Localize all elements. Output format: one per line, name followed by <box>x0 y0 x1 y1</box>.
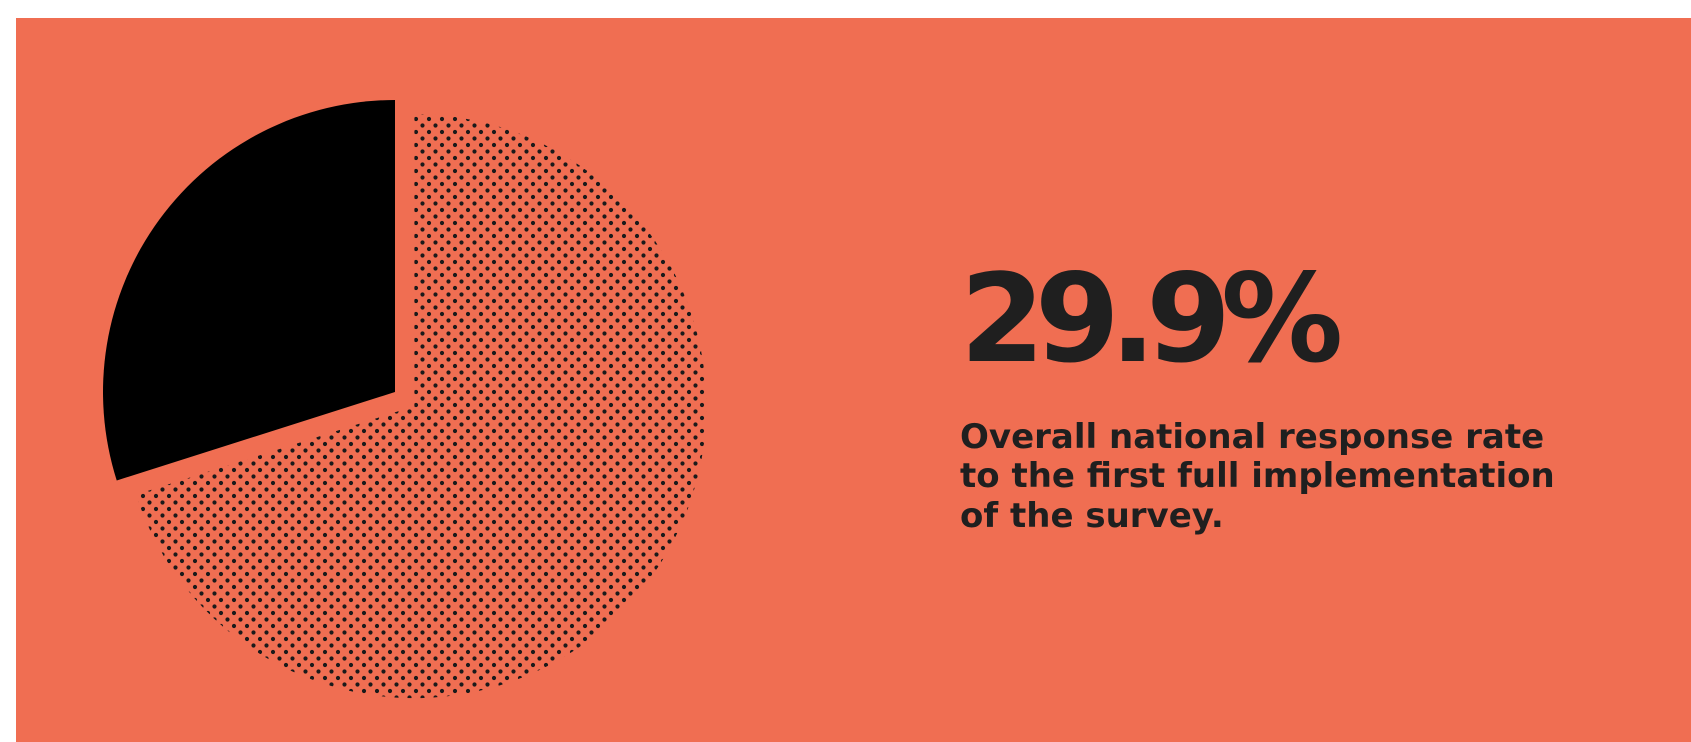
description-line-1: Overall national response rate <box>960 417 1545 457</box>
pie-slice-remainder <box>136 114 707 699</box>
description-line-3: of the survey. <box>960 495 1224 536</box>
pie-chart <box>102 100 707 699</box>
description-line-2: to the first full implementation <box>960 456 1555 497</box>
pie-slice-response <box>102 100 395 481</box>
pie-slices <box>102 100 707 699</box>
stat-block: 29.9% Overall national response rate to … <box>960 258 1660 536</box>
infographic-panel: 29.9% Overall national response rate to … <box>16 18 1691 742</box>
response-rate-description: Overall national response rate to the fi… <box>960 417 1660 536</box>
response-rate-value: 29.9% <box>960 248 1343 390</box>
